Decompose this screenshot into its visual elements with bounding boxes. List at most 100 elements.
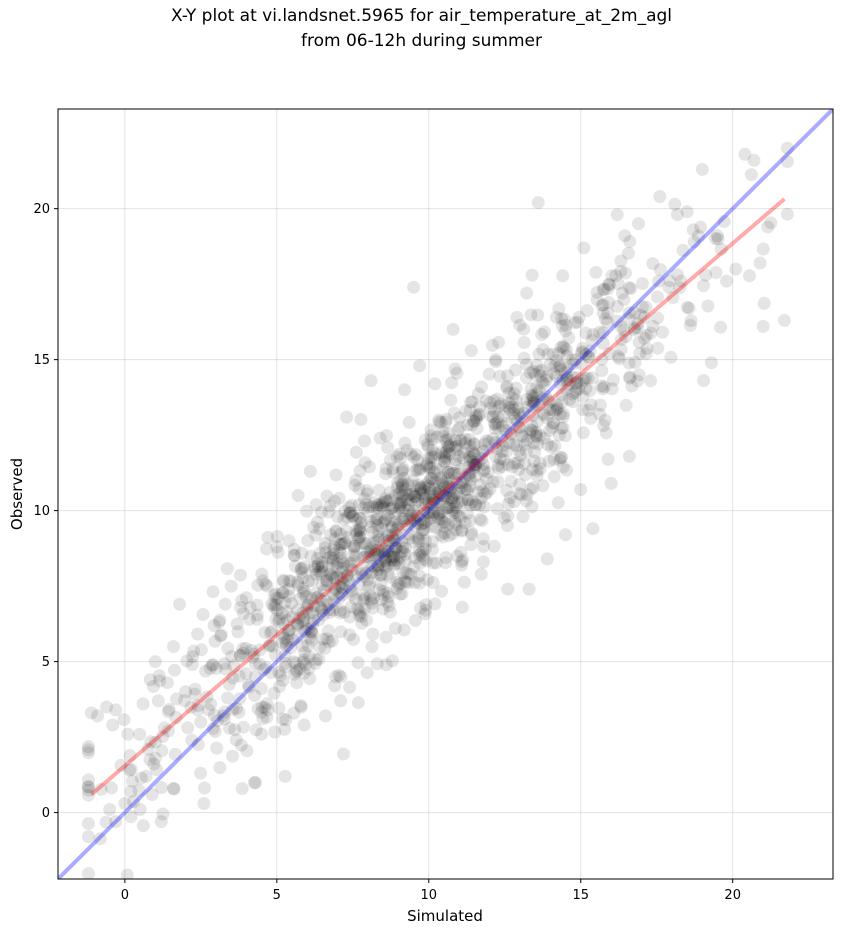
data-point: [309, 586, 323, 600]
data-point: [376, 545, 389, 559]
data-point: [381, 586, 395, 600]
data-point: [663, 274, 677, 288]
data-point: [554, 421, 568, 435]
data-point: [457, 445, 471, 459]
data-point: [619, 330, 633, 344]
data-point: [538, 325, 551, 339]
data-point: [411, 532, 425, 546]
data-point: [439, 449, 453, 463]
data-point: [330, 560, 344, 574]
data-point: [296, 581, 310, 595]
data-point: [466, 458, 480, 472]
data-point: [530, 358, 544, 372]
data-point: [314, 602, 328, 615]
data-point: [285, 610, 299, 624]
data-point: [454, 496, 468, 510]
data-point: [408, 464, 422, 477]
data-point: [235, 782, 249, 795]
data-point: [368, 496, 382, 510]
data-point: [550, 369, 564, 383]
data-point: [394, 451, 407, 465]
data-point: [221, 691, 234, 705]
data-point: [421, 440, 435, 454]
data-point: [141, 742, 155, 756]
data-point: [271, 545, 285, 559]
data-point: [160, 676, 174, 690]
data-point: [560, 383, 574, 397]
data-point: [447, 406, 461, 420]
data-point: [514, 488, 528, 502]
data-point: [509, 393, 523, 407]
data-point: [635, 277, 649, 290]
data-point: [322, 635, 336, 649]
data-point: [315, 560, 329, 574]
data-point: [269, 587, 283, 601]
data-point: [757, 296, 771, 310]
data-point: [553, 453, 567, 467]
data-point: [155, 744, 169, 758]
data-point: [495, 460, 509, 474]
data-point: [711, 232, 725, 246]
data-point: [500, 416, 514, 430]
data-point: [349, 524, 363, 538]
data-point: [743, 269, 756, 283]
data-point: [422, 479, 436, 493]
data-point: [314, 505, 328, 519]
data-point: [278, 769, 292, 783]
data-point: [305, 626, 319, 640]
data-point: [651, 311, 664, 325]
data-point: [297, 584, 311, 598]
data-point: [398, 547, 412, 561]
data-point: [424, 451, 438, 465]
data-point: [413, 359, 427, 373]
data-point: [332, 491, 346, 505]
data-point: [256, 574, 270, 588]
data-point: [302, 574, 315, 588]
data-point: [546, 416, 560, 430]
data-point: [529, 425, 543, 439]
regression-line: [90, 197, 786, 797]
data-point: [218, 597, 232, 611]
data-point: [440, 437, 454, 451]
data-point: [454, 545, 468, 559]
data-point: [356, 551, 370, 564]
data-point: [469, 457, 483, 471]
data-point: [699, 268, 713, 282]
data-point: [437, 449, 451, 463]
data-point: [583, 344, 597, 358]
data-point: [340, 568, 354, 582]
data-point: [402, 503, 416, 517]
data-point: [513, 477, 527, 491]
data-point: [297, 609, 311, 623]
data-point: [563, 393, 577, 406]
data-point: [720, 274, 734, 288]
data-point: [377, 558, 391, 572]
data-point: [213, 761, 227, 775]
data-point: [279, 636, 293, 650]
data-point: [365, 559, 379, 573]
data-point: [404, 515, 418, 529]
data-point: [239, 667, 253, 681]
data-point: [388, 506, 402, 520]
data-point: [501, 497, 515, 511]
grid-lines: [58, 109, 833, 879]
data-point: [203, 661, 217, 675]
data-point: [396, 544, 410, 558]
reference-lines: [58, 109, 833, 879]
data-point: [415, 549, 429, 563]
data-point: [281, 624, 295, 637]
data-point: [368, 513, 382, 527]
data-point: [547, 470, 561, 484]
data-point: [601, 282, 615, 296]
data-point: [230, 702, 243, 715]
data-point: [412, 463, 426, 477]
data-point: [370, 518, 384, 532]
data-point: [318, 536, 332, 550]
data-point: [442, 465, 455, 479]
data-point: [291, 630, 305, 644]
data-point: [434, 482, 448, 496]
data-point: [449, 453, 462, 467]
data-point: [596, 282, 610, 296]
data-point: [455, 555, 469, 569]
data-point: [412, 531, 426, 545]
